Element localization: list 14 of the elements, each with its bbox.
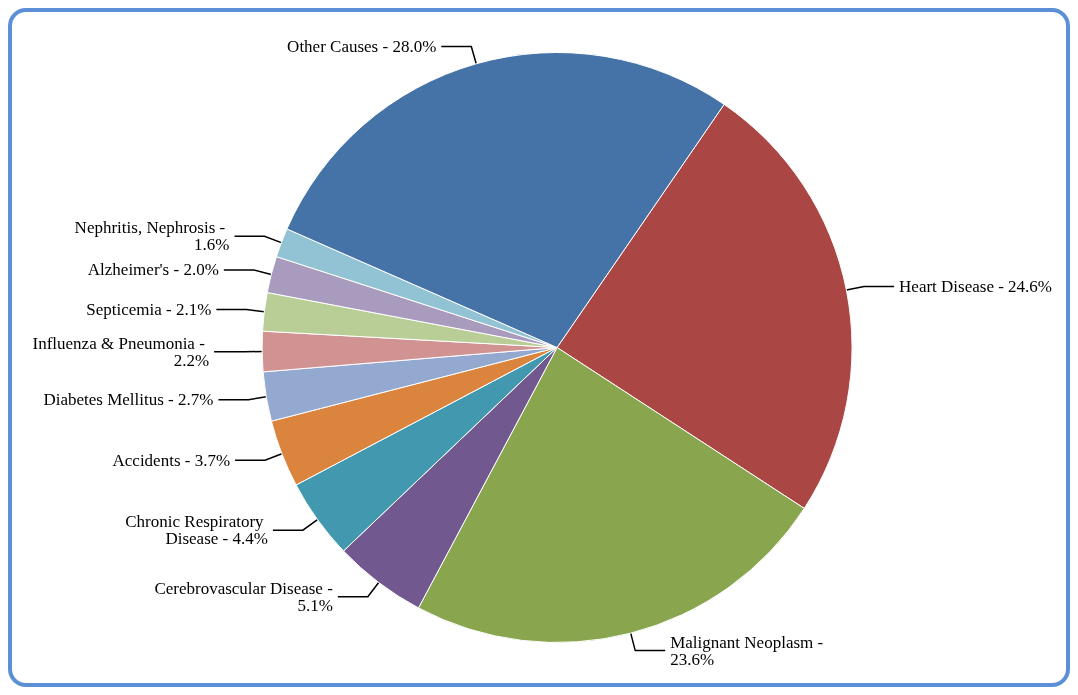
slice-label: Accidents - 3.7%: [112, 450, 231, 470]
slice-label: Other Causes - 28.0%: [287, 36, 437, 56]
slice-label: Septicemia - 2.1%: [86, 300, 212, 320]
slice-label: Influenza & Pneumonia -: [32, 333, 210, 353]
slice-label: Cerebrovascular Disease -: [154, 578, 334, 598]
slice-label: Chronic Respiratory Disease - 4.4%: [125, 512, 268, 549]
slice-label: Nephritis, Nephrosis -: [74, 218, 230, 238]
slice-label: Diabetes Mellitus - 2.7%: [43, 390, 214, 410]
slice-label: Alzheimer's - 2.0%: [87, 260, 219, 280]
slice-label: Heart Disease - 24.6%: [899, 277, 1053, 297]
data-label: 5.1%: [293, 595, 333, 615]
data-label: 1.6%: [194, 235, 230, 255]
data-label: 2.2%: [173, 350, 210, 370]
slice-label: Malignant Neoplasm -: [670, 632, 828, 652]
